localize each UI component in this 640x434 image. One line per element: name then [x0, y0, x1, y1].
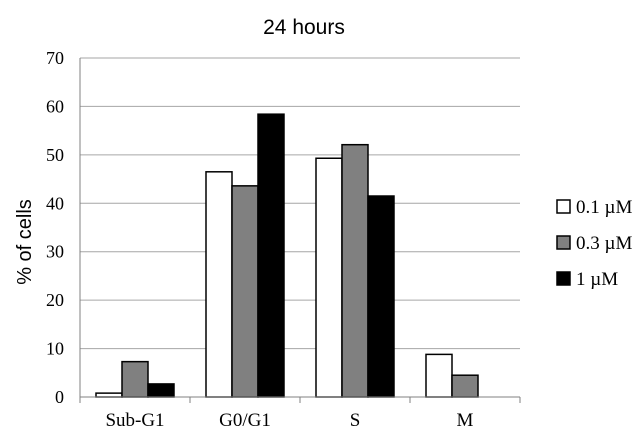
y-tick-label: 50 [46, 145, 64, 165]
bar-subg1-series-3 [147, 383, 175, 398]
bar-m-series-2 [451, 374, 479, 398]
bars [95, 113, 479, 398]
y-tick-label: 70 [46, 48, 64, 68]
y-tick-label: 0 [55, 387, 64, 407]
legend-label: 1 µM [576, 269, 618, 290]
bar-s-series-3 [367, 195, 395, 398]
y-tick-labels: 0 10 20 30 40 50 60 70 [46, 48, 64, 407]
legend-swatch [556, 235, 571, 250]
x-tick-label: M [457, 410, 474, 431]
x-tick-labels: Sub-G1 G0/G1 S M [105, 410, 473, 431]
bar-g0g1-series-3 [257, 113, 285, 398]
legend-swatch [556, 271, 571, 286]
bar-subg1-series-2 [121, 360, 149, 398]
bar-g0g1-series-1 [205, 171, 233, 398]
y-axis-label: % of cells [14, 199, 36, 285]
legend-label: 0.3 µM [576, 233, 632, 254]
x-tick-label: S [350, 410, 361, 431]
legend-label: 0.1 µM [576, 197, 632, 218]
bar-m-series-1 [425, 353, 453, 398]
gridlines [80, 57, 520, 350]
chart-title: 24 hours [263, 16, 345, 39]
x-tick-label: G0/G1 [219, 410, 271, 431]
x-tick-label: Sub-G1 [105, 410, 164, 431]
y-tick-label: 60 [46, 96, 64, 116]
legend-swatch [556, 199, 571, 214]
axes [79, 58, 521, 403]
legend: 0.1 µM 0.3 µM 1 µM [556, 197, 632, 290]
bar-subg1-series-1 [95, 392, 123, 398]
y-tick-label: 10 [46, 339, 64, 359]
bar-g0g1-series-2 [231, 185, 259, 398]
y-tick-label: 30 [46, 242, 64, 262]
bar-s-series-2 [341, 143, 369, 398]
y-tick-label: 40 [46, 193, 64, 213]
y-tick-label: 20 [46, 290, 64, 310]
bar-s-series-1 [315, 157, 343, 398]
